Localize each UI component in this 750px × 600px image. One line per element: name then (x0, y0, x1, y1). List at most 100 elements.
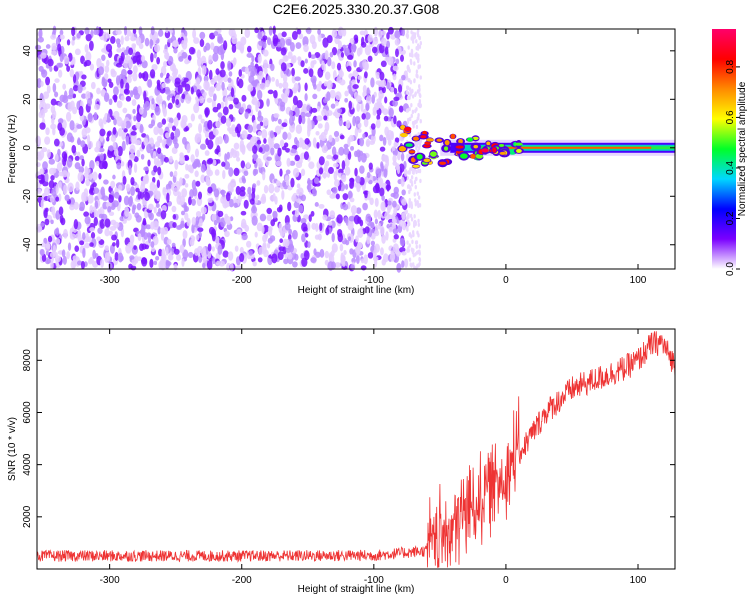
spectrogram-noise-cell (352, 84, 359, 90)
spectrogram-noise-cell (156, 192, 161, 202)
spectrogram-noise-cell (81, 158, 85, 167)
spectrogram-noise-cell (279, 37, 286, 48)
spectrogram-noise-cell (70, 60, 74, 66)
spectrogram-noise-cell (172, 186, 179, 197)
spectrogram-noise-cell (415, 39, 418, 44)
spectrogram-noise-cell (110, 135, 117, 142)
spectrogram-noise-cell (298, 141, 303, 148)
spectrogram-noise-cell (280, 93, 285, 99)
spectrogram-noise-cell (213, 219, 218, 226)
spectrogram-noise-cell (367, 34, 373, 43)
spectrogram-noise-cell (372, 37, 379, 45)
spectrogram-noise-cell (328, 221, 333, 226)
spectrogram-noise-cell (275, 180, 281, 187)
spectrogram-noise-cell (110, 70, 117, 78)
spectrogram-noise-cell (235, 185, 241, 195)
spectrogram-noise-cell (365, 94, 372, 105)
spectrogram-noise-cell (213, 31, 219, 37)
spectrogram-noise-cell (344, 216, 348, 224)
spectrogram-noise-cell (229, 263, 234, 272)
spectrogram-noise-cell (39, 122, 46, 130)
spectrogram-noise-cell (146, 143, 152, 154)
spectrogram-noise-cell (39, 98, 44, 104)
spectrogram-noise-cell (246, 142, 251, 150)
signal-blob (405, 143, 413, 147)
spectrogram-noise-cell (90, 81, 96, 90)
spectrogram-noise-cell (136, 149, 141, 158)
spectrogram-noise-cell (387, 205, 391, 214)
spectrogram-noise-cell (101, 54, 106, 61)
spectrogram-noise-cell (318, 156, 325, 166)
spectrogram-noise-cell (179, 244, 185, 254)
spectrogram-noise-cell (144, 174, 149, 185)
spectrogram-noise-cell (111, 234, 117, 241)
spectrogram-noise-cell (408, 200, 411, 205)
spectrogram-noise-cell (217, 46, 224, 56)
spectrogram-noise-cell (356, 183, 361, 193)
spectrogram-noise-cell (107, 78, 112, 83)
spectrogram-noise-cell (164, 52, 170, 60)
spectrogram-noise-cell (244, 28, 251, 39)
spectrogram-noise-cell (169, 171, 174, 177)
spectrogram-y-ticks: -40 -20 0 20 40 (22, 45, 675, 252)
spectrogram-noise-cell (391, 200, 397, 208)
spectrogram-noise-cell (234, 245, 239, 252)
spectrogram-noise-cell (252, 168, 257, 177)
spectrogram-noise-cell (108, 211, 115, 216)
spectrogram-noise-cell (125, 120, 132, 129)
spectrogram-noise-cell (409, 167, 412, 172)
spectrogram-noise-cell (326, 140, 332, 150)
spectrogram-noise-cell (292, 229, 298, 240)
spectrogram-noise-cell (337, 232, 343, 243)
spectrogram-noise-cell (310, 54, 316, 59)
spectrogram-noise-cell (239, 186, 246, 192)
spectrogram-noise-cell (153, 260, 157, 266)
signal-blob (514, 142, 523, 146)
spectrogram-noise-cell (410, 60, 413, 66)
spectrogram-noise-cell (126, 29, 132, 37)
spectrogram-noise-cell (72, 258, 77, 269)
spectrogram-noise-cell (34, 44, 42, 51)
spectrogram-noise-cell (212, 128, 219, 136)
spectrogram-noise-cell (252, 120, 257, 130)
spectrogram-noise-cell (270, 63, 275, 72)
spectrogram-noise-cell (208, 54, 213, 65)
spectrogram-noise-cell (89, 227, 95, 232)
spectrogram-noise-cell (414, 120, 417, 125)
spectrogram-noise-cell (191, 223, 195, 234)
spectrogram-noise-cell (407, 213, 410, 218)
spectrogram-noise-cell (377, 222, 382, 230)
colorbar-label: Normalized spectral amplitude (737, 81, 748, 216)
spectrogram-noise-cell (62, 95, 69, 104)
spectrogram-noise-cell (152, 176, 156, 184)
spectrogram-noise-cell (272, 25, 276, 35)
spectrogram-noise-cell (410, 48, 414, 54)
spectrogram-noise-cell (157, 208, 162, 215)
spectrogram-noise-cell (281, 122, 288, 128)
spectrogram-frame (36, 28, 676, 270)
spectrogram-noise-cell (45, 250, 50, 256)
spectrogram-noise-cell (200, 174, 206, 183)
spectrogram-noise-cell (308, 214, 312, 222)
spectrogram-noise-cell (262, 234, 268, 243)
spectrogram-noise-cell (250, 61, 254, 68)
spectrogram-noise-cell (287, 51, 293, 60)
spectrogram-noise-cell (175, 99, 180, 106)
spectrogram-noise-cell (213, 93, 217, 102)
spectrogram-noise-cell (334, 100, 339, 107)
spectrogram-noise-cell (279, 168, 283, 177)
spectrogram-noise-cell (285, 147, 291, 153)
spectrogram-noise-cell (320, 131, 327, 142)
spectrogram-noise-cell (187, 55, 192, 61)
spectrogram-noise-cell (416, 149, 420, 154)
spectrogram-noise-cell (163, 156, 169, 163)
spectrogram-noise-cell (365, 140, 370, 147)
spectrogram-noise-cell (364, 226, 370, 234)
spectrogram-noise-cell (416, 33, 420, 38)
spectrogram-noise-cell (78, 166, 85, 174)
spectrogram-noise-cell (153, 126, 159, 136)
spectrogram-noise-cell (337, 108, 343, 114)
spectrogram-noise-cell (418, 84, 421, 89)
spectrogram-noise-cell (291, 30, 298, 41)
spectrogram-noise-cell (173, 248, 180, 255)
